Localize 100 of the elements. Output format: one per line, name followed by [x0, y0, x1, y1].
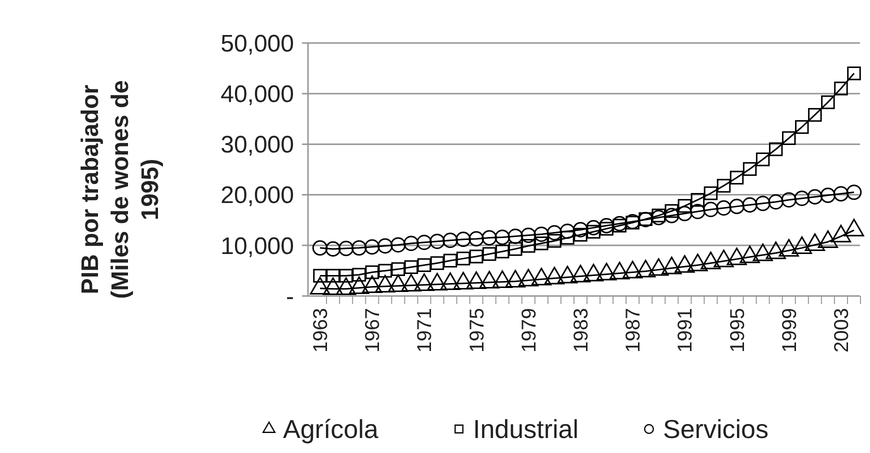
point: [430, 234, 445, 249]
point: [520, 228, 536, 243]
y-tick-label: 40,000: [220, 81, 294, 108]
point: [690, 204, 706, 220]
point: [468, 231, 484, 246]
point: [508, 228, 524, 244]
point: [600, 222, 614, 236]
point: [677, 206, 692, 222]
point: [742, 162, 757, 176]
point: [807, 189, 823, 204]
point: [612, 218, 626, 233]
x-tick-label: 1975: [466, 308, 488, 352]
point: [768, 194, 784, 210]
point: [572, 222, 588, 238]
point: [612, 216, 628, 232]
point: [586, 224, 600, 239]
legend-label: Industrial: [473, 414, 578, 444]
point: [313, 268, 327, 283]
point: [560, 230, 574, 245]
point: [846, 184, 862, 200]
point: [495, 244, 510, 258]
x-tick-label: 1987: [622, 308, 645, 352]
x-tick-label: 1983: [570, 308, 592, 352]
point: [390, 237, 406, 253]
point: [442, 232, 458, 248]
point: [598, 218, 614, 234]
point: [456, 232, 471, 247]
x-tick-label: 1995: [726, 308, 749, 352]
point: [364, 239, 380, 255]
x-tick-label: 1967: [362, 308, 384, 352]
point: [482, 230, 497, 246]
point: [377, 238, 393, 254]
point: [782, 131, 796, 145]
point: [690, 192, 705, 207]
point: [325, 241, 341, 257]
point: [469, 250, 484, 264]
point: [781, 192, 797, 208]
x-tick-label: 1979: [518, 308, 540, 352]
y-tick-label: -: [286, 283, 294, 310]
point: [755, 196, 770, 212]
y-axis-title: PIB por trabajador (Miles de wones de 1995): [77, 80, 164, 299]
point: [664, 208, 680, 224]
y-tick-label: 30,000: [220, 132, 294, 159]
point: [795, 120, 809, 134]
point: [834, 82, 848, 96]
point: [729, 198, 744, 214]
point: [820, 188, 836, 203]
x-tick-label: 1999: [778, 308, 801, 352]
point: [404, 236, 419, 252]
point: [716, 178, 731, 193]
y-tick-label: 10,000: [220, 232, 294, 260]
point: [808, 108, 822, 122]
point: [522, 239, 536, 253]
point: [548, 234, 562, 248]
legend-label: Agrícola: [283, 414, 379, 444]
point: [494, 230, 510, 245]
point: [352, 268, 366, 282]
point: [482, 247, 496, 261]
point: [391, 262, 406, 276]
point: [351, 240, 367, 256]
point: [730, 170, 744, 184]
point: [742, 197, 758, 213]
point: [443, 254, 458, 268]
point: [404, 260, 418, 274]
point: [560, 224, 576, 239]
x-tick-label: 1971: [414, 308, 436, 352]
point: [586, 220, 602, 236]
point: [416, 234, 432, 250]
point: [756, 152, 770, 166]
point: [768, 142, 783, 156]
point: [338, 240, 354, 256]
point: [546, 225, 562, 240]
y-tick-label: 50,000: [220, 30, 294, 58]
point: [534, 226, 550, 242]
point: [703, 202, 718, 218]
point: [365, 265, 379, 280]
point: [794, 190, 810, 206]
legend-label: Servicios: [663, 414, 768, 444]
point: [417, 258, 432, 272]
x-tick-label: 1963: [310, 308, 332, 352]
point: [833, 186, 849, 202]
point: [326, 268, 340, 283]
point: [430, 256, 444, 270]
point: [716, 200, 732, 216]
point: [574, 228, 588, 242]
point: [456, 252, 470, 266]
point: [821, 95, 835, 110]
point: [664, 204, 679, 218]
point: [339, 268, 353, 283]
point: [378, 264, 392, 278]
point: [704, 186, 718, 200]
y-tick-label: 20,000: [220, 182, 294, 210]
point: [652, 208, 666, 222]
x-tick-label: 2003: [830, 308, 853, 352]
x-tick-label: 1991: [674, 308, 697, 352]
point: [678, 199, 692, 213]
point: [312, 240, 328, 256]
point: [534, 236, 548, 250]
point: [847, 66, 861, 80]
point: [508, 242, 522, 256]
